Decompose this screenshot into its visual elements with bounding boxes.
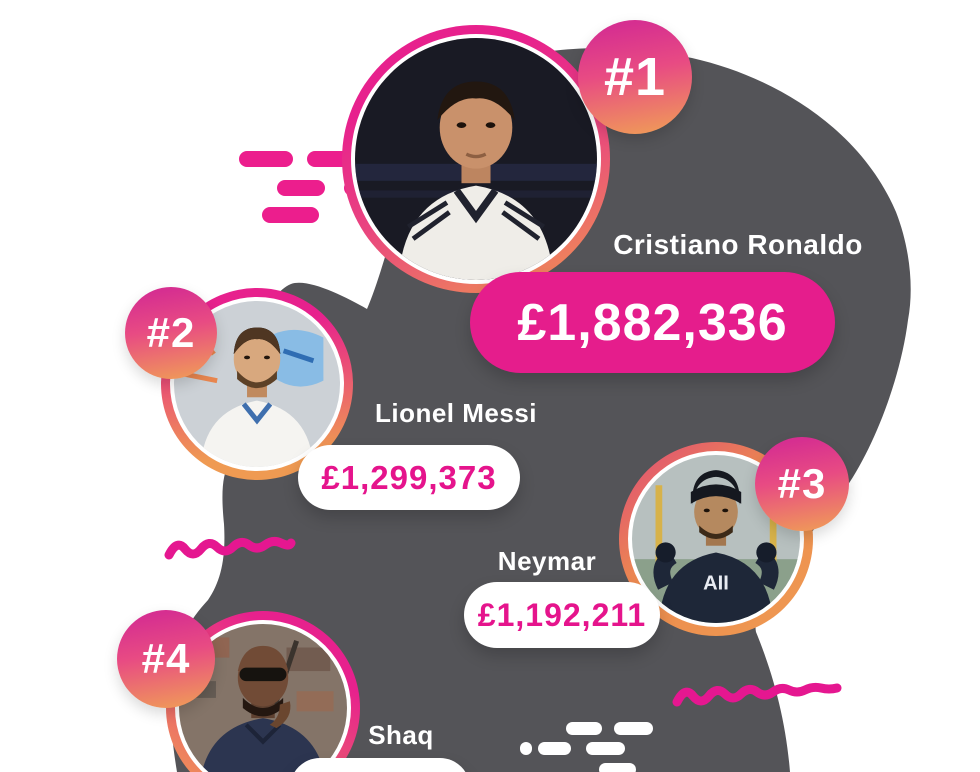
rank-badge-1: #1 xyxy=(578,20,692,134)
ronaldo-photo xyxy=(355,38,597,280)
amount-pill-ronaldo: £1,882,336 xyxy=(470,272,835,373)
white-dash xyxy=(566,722,602,735)
entry-name-messi: Lionel Messi xyxy=(374,398,538,428)
rank-label: #2 xyxy=(146,309,196,356)
white-dash xyxy=(538,742,571,755)
rank-label: #4 xyxy=(141,635,191,682)
ronaldo-photo-ring xyxy=(342,25,610,293)
amount-pill-shaq-truncated xyxy=(290,758,470,772)
white-dash xyxy=(614,722,653,735)
left-squiggle xyxy=(164,536,296,560)
amount-value: £1,299,373 xyxy=(321,458,497,496)
amount-value: £1,192,211 xyxy=(477,596,647,633)
rank-badge-4: #4 xyxy=(117,610,215,708)
amount-pill-neymar: £1,192,211 xyxy=(464,582,660,648)
pink-dash xyxy=(277,180,325,196)
entry-name-shaq: Shaq xyxy=(368,720,434,750)
rank-label: #3 xyxy=(777,460,827,507)
shaq-portrait-illustration xyxy=(179,624,347,772)
svg-text:AII: AII xyxy=(703,572,729,594)
entry-name-neymar: Neymar xyxy=(497,546,597,576)
entry-name-ronaldo: Cristiano Ronaldo xyxy=(613,229,863,260)
right-squiggle xyxy=(672,682,842,707)
ronaldo-portrait-illustration xyxy=(355,38,597,280)
neymar-photo-ring: AII xyxy=(619,442,813,636)
white-dash xyxy=(586,742,625,755)
shaq-photo xyxy=(179,624,347,772)
rank-badge-3: #3 xyxy=(755,437,849,531)
rank-label: #1 xyxy=(603,47,667,107)
white-dash xyxy=(599,763,636,772)
pink-dash xyxy=(262,207,319,223)
amount-value: £1,882,336 xyxy=(517,293,788,352)
amount-pill-messi: £1,299,373 xyxy=(298,445,520,510)
white-dot xyxy=(520,742,532,755)
rank-badge-2: #2 xyxy=(125,287,217,379)
shaq-photo-ring xyxy=(166,611,360,772)
pink-dash xyxy=(239,151,293,167)
